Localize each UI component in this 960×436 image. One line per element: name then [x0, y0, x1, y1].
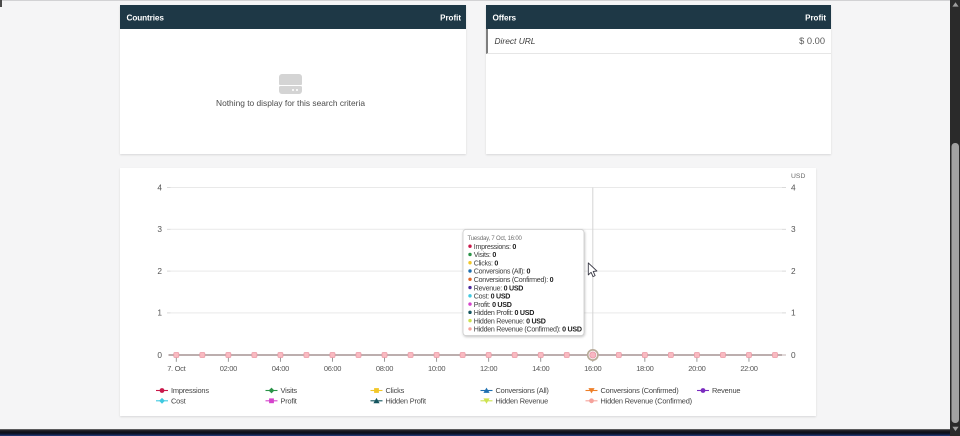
svg-text:Visits: Visits	[281, 386, 298, 395]
svg-text:Visits: 0: Visits: 0	[474, 251, 497, 259]
svg-text:Hidden Revenue: Hidden Revenue	[496, 397, 549, 406]
svg-text:Tuesday, 7 Oct, 16:00: Tuesday, 7 Oct, 16:00	[468, 236, 523, 242]
svg-text:Conversions (Confirmed): 0: Conversions (Confirmed): 0	[474, 276, 554, 284]
svg-text:04:00: 04:00	[272, 364, 289, 373]
svg-text:02:00: 02:00	[220, 364, 237, 373]
svg-text:Conversions (All): Conversions (All)	[496, 386, 549, 395]
svg-text:22:00: 22:00	[740, 364, 757, 373]
svg-text:Hidden Revenue (Confirmed): 0: Hidden Revenue (Confirmed): 0 USD	[474, 326, 582, 334]
svg-text:4: 4	[791, 182, 796, 192]
svg-text:2: 2	[791, 266, 796, 276]
svg-text:Cost: Cost	[171, 397, 186, 406]
svg-text:Impressions: Impressions	[171, 386, 209, 395]
svg-text:3: 3	[157, 224, 162, 234]
svg-text:1: 1	[791, 308, 796, 318]
svg-text:Conversions (Confirmed): Conversions (Confirmed)	[601, 386, 679, 395]
svg-text:Hidden Profit: Hidden Profit	[386, 397, 427, 406]
svg-text:Revenue: 0 USD: Revenue: 0 USD	[474, 284, 523, 292]
svg-text:2: 2	[157, 266, 162, 276]
svg-text:Clicks: 0: Clicks: 0	[474, 259, 499, 267]
svg-text:3: 3	[791, 224, 796, 234]
svg-text:18:00: 18:00	[636, 364, 653, 373]
svg-text:Cost: 0 USD: Cost: 0 USD	[474, 293, 511, 301]
svg-text:1: 1	[157, 308, 162, 318]
svg-text:4: 4	[157, 182, 162, 192]
svg-text:Revenue: Revenue	[712, 386, 740, 395]
svg-text:Impressions: 0: Impressions: 0	[474, 243, 517, 251]
svg-text:0: 0	[157, 350, 162, 360]
svg-text:Conversions (All): 0: Conversions (All): 0	[474, 268, 531, 276]
svg-text:12:00: 12:00	[480, 364, 497, 373]
svg-text:Hidden Profit: 0 USD: Hidden Profit: 0 USD	[474, 309, 534, 317]
svg-text:Clicks: Clicks	[386, 386, 405, 395]
svg-text:14:00: 14:00	[532, 364, 549, 373]
svg-text:Hidden Revenue: 0 USD: Hidden Revenue: 0 USD	[474, 317, 546, 325]
svg-text:20:00: 20:00	[688, 364, 705, 373]
svg-text:16:00: 16:00	[584, 364, 601, 373]
svg-text:0: 0	[791, 350, 796, 360]
svg-text:10:00: 10:00	[428, 364, 445, 373]
svg-text:Profit: 0 USD: Profit: 0 USD	[474, 301, 512, 309]
svg-text:08:00: 08:00	[376, 364, 393, 373]
svg-text:Profit: Profit	[281, 397, 297, 406]
svg-text:USD: USD	[791, 173, 805, 180]
svg-text:06:00: 06:00	[324, 364, 341, 373]
svg-text:7. Oct: 7. Oct	[167, 364, 186, 373]
svg-text:Hidden Revenue (Confirmed): Hidden Revenue (Confirmed)	[601, 397, 692, 406]
